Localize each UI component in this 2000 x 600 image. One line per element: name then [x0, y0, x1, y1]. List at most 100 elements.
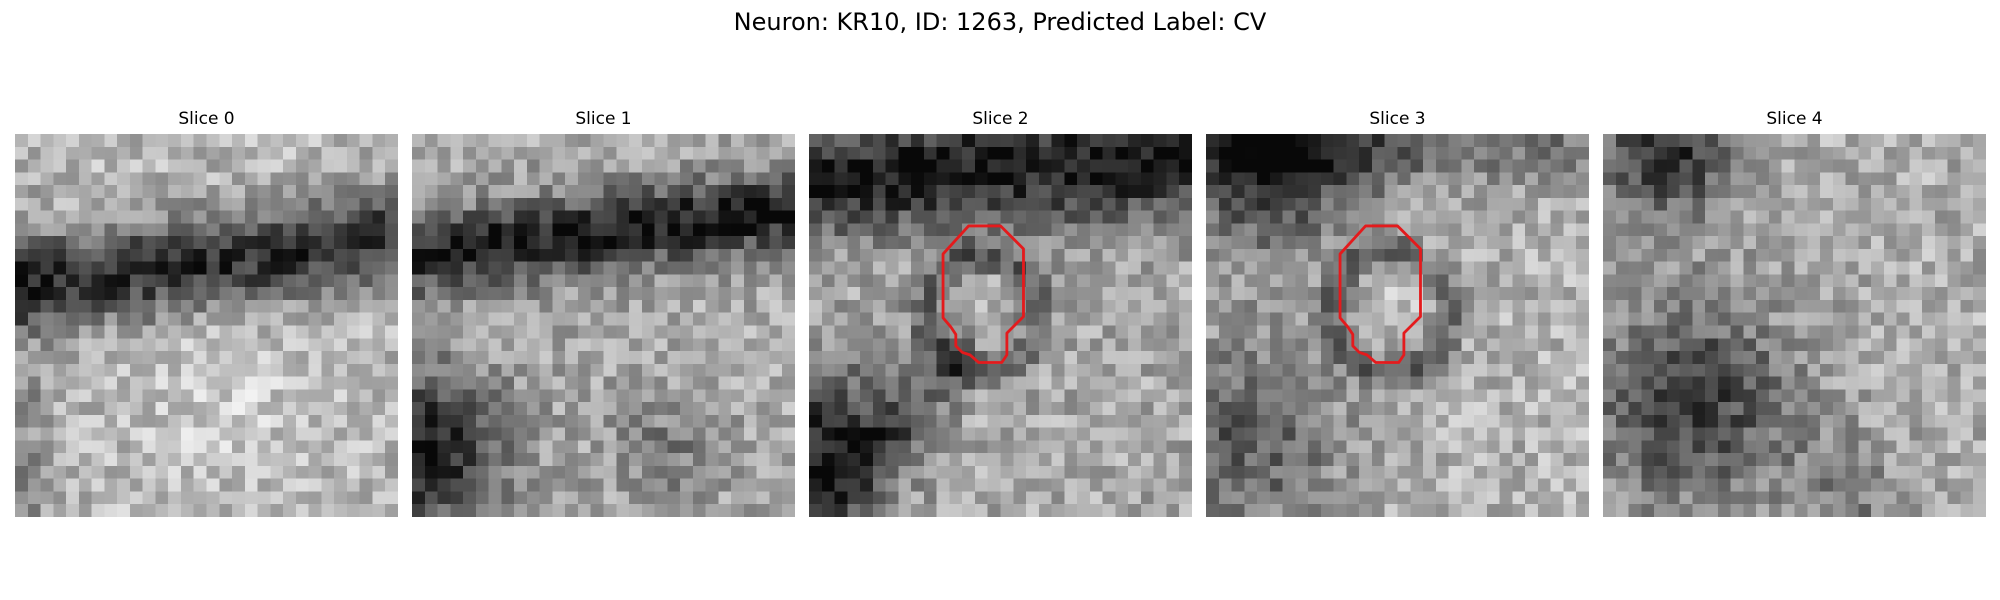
pixel [1692, 453, 1706, 467]
pixel [53, 172, 67, 186]
pixel [1115, 427, 1129, 441]
pixel [1705, 261, 1719, 275]
pixel [412, 185, 426, 199]
pixel [15, 185, 29, 199]
pixel [654, 453, 668, 467]
pixel [1064, 376, 1078, 390]
pixel [1064, 159, 1078, 173]
pixel [1435, 478, 1449, 492]
pixel [1346, 299, 1360, 313]
pixel [898, 414, 912, 428]
pixel [78, 312, 92, 326]
pixel [731, 325, 745, 339]
pixel [1410, 134, 1424, 148]
pixel [1730, 172, 1744, 186]
pixel [962, 376, 976, 390]
pixel [1179, 402, 1192, 416]
pixel [359, 414, 373, 428]
pixel [1077, 172, 1091, 186]
pixel [142, 504, 156, 517]
pixel [1603, 338, 1617, 352]
pixel [834, 197, 848, 211]
pixel [1794, 389, 1808, 403]
pixel [1794, 134, 1808, 148]
pixel [1013, 402, 1027, 416]
pixel [1807, 427, 1821, 441]
pixel [514, 197, 528, 211]
pixel [308, 402, 322, 416]
pixel [257, 402, 271, 416]
pixel [270, 185, 284, 199]
pixel [872, 440, 886, 454]
pixel [680, 376, 694, 390]
pixel [1705, 414, 1719, 428]
pixel [15, 146, 29, 160]
pixel [654, 325, 668, 339]
pixel [514, 223, 528, 237]
pixel [1820, 491, 1834, 505]
pixel [142, 146, 156, 160]
pixel [1397, 491, 1411, 505]
pixel [1756, 440, 1770, 454]
pixel [1000, 376, 1014, 390]
pixel [1308, 402, 1322, 416]
pixel [1934, 465, 1948, 479]
pixel [526, 363, 540, 377]
pixel [104, 440, 118, 454]
pixel [1128, 223, 1142, 237]
pixel [1922, 134, 1936, 148]
pixel [654, 159, 668, 173]
pixel [1486, 376, 1500, 390]
pixel [1026, 159, 1040, 173]
pixel [1423, 261, 1437, 275]
pixel [1346, 172, 1360, 186]
pixel [526, 274, 540, 288]
pixel [1871, 478, 1885, 492]
pixel [565, 402, 579, 416]
pixel [1499, 351, 1513, 365]
pixel [756, 287, 770, 301]
pixel [1692, 325, 1706, 339]
pixel [450, 146, 464, 160]
pixel [232, 287, 246, 301]
pixel [514, 389, 528, 403]
pixel [1179, 172, 1192, 186]
pixel [1641, 427, 1655, 441]
pixel [1244, 414, 1258, 428]
pixel [1730, 185, 1744, 199]
pixel [565, 351, 579, 365]
pixel [1435, 248, 1449, 262]
pixel [1794, 325, 1808, 339]
pixel [78, 261, 92, 275]
pixel [1883, 287, 1897, 301]
pixel [1692, 185, 1706, 199]
pixel [590, 146, 604, 160]
pixel [1257, 427, 1271, 441]
pixel [1743, 274, 1757, 288]
pixel [1115, 299, 1129, 313]
pixel [1615, 185, 1629, 199]
pixel [1563, 414, 1577, 428]
pixel [385, 172, 398, 186]
pixel [1206, 427, 1220, 441]
pixel [769, 299, 783, 313]
pixel [463, 274, 477, 288]
pixel [923, 261, 937, 275]
pixel [987, 287, 1001, 301]
pixel [1295, 223, 1309, 237]
pixel [1474, 312, 1488, 326]
pixel [180, 351, 194, 365]
pixel [872, 261, 886, 275]
pixel [1576, 261, 1589, 275]
pixel [1525, 185, 1539, 199]
pixel [1717, 325, 1731, 339]
pixel [15, 402, 29, 416]
pixel [27, 185, 41, 199]
pixel [1512, 159, 1526, 173]
pixel [526, 351, 540, 365]
pixel [974, 465, 988, 479]
pixel [692, 210, 706, 224]
pixel [412, 351, 426, 365]
pixel [565, 440, 579, 454]
pixel [1153, 351, 1167, 365]
